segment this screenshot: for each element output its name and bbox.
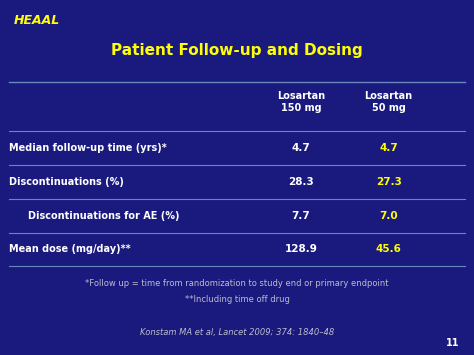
Text: 45.6: 45.6	[376, 244, 401, 255]
Text: 128.9: 128.9	[284, 244, 318, 255]
Text: 11: 11	[447, 338, 460, 348]
Text: **Including time off drug: **Including time off drug	[184, 295, 290, 304]
Text: Patient Follow-up and Dosing: Patient Follow-up and Dosing	[111, 43, 363, 58]
Text: *Follow up = time from randomization to study end or primary endpoint: *Follow up = time from randomization to …	[85, 279, 389, 288]
Text: Losartan
150 mg: Losartan 150 mg	[277, 91, 325, 113]
Text: Discontinuations for AE (%): Discontinuations for AE (%)	[28, 211, 180, 221]
Text: HEAAL: HEAAL	[14, 14, 61, 27]
Text: 27.3: 27.3	[376, 177, 401, 187]
Text: 28.3: 28.3	[288, 177, 314, 187]
Text: Median follow-up time (yrs)*: Median follow-up time (yrs)*	[9, 143, 167, 153]
Text: Mean dose (mg/day)**: Mean dose (mg/day)**	[9, 244, 131, 255]
Text: 4.7: 4.7	[379, 143, 398, 153]
Text: 7.7: 7.7	[292, 211, 310, 221]
Text: Discontinuations (%): Discontinuations (%)	[9, 177, 124, 187]
Text: 4.7: 4.7	[292, 143, 310, 153]
Text: Losartan
50 mg: Losartan 50 mg	[365, 91, 413, 113]
Text: Konstam MA et al, Lancet 2009; 374: 1840–48: Konstam MA et al, Lancet 2009; 374: 1840…	[140, 328, 334, 337]
Text: 7.0: 7.0	[379, 211, 398, 221]
